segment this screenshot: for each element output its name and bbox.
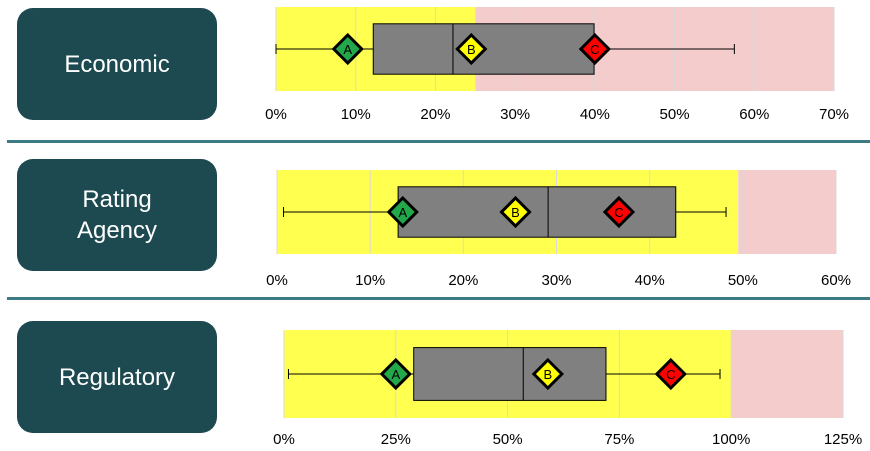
x-tick-label: 30% xyxy=(541,272,571,289)
x-tick-label: 60% xyxy=(739,106,769,123)
marker-b: B xyxy=(455,32,488,66)
x-tick-label: 50% xyxy=(728,272,758,289)
marker-diamond xyxy=(578,32,611,66)
marker-a: A xyxy=(386,195,419,229)
marker-label: B xyxy=(544,367,553,382)
marker-label: B xyxy=(467,42,476,57)
x-tick-label: 0% xyxy=(266,272,288,289)
x-tick-label: 125% xyxy=(824,431,862,448)
exceed-zone xyxy=(731,330,843,418)
x-tick-label: 75% xyxy=(604,431,634,448)
box-plot-chart: 0% 25% 50% 75% 100% 125% A B C xyxy=(273,330,862,448)
x-tick-label: 70% xyxy=(819,106,849,123)
marker-b: B xyxy=(531,357,564,391)
marker-diamond xyxy=(531,357,564,391)
interquartile-box xyxy=(413,347,607,401)
x-tick-label: 25% xyxy=(381,431,411,448)
panel-economic: Economic 0% 10% 20% 30% 40% 50% 60% 70% A B C xyxy=(0,0,870,145)
x-tick-label: 40% xyxy=(635,272,665,289)
marker-diamond xyxy=(331,32,364,66)
marker-a: A xyxy=(379,357,412,391)
x-tick-label: 10% xyxy=(355,272,385,289)
marker-c: C xyxy=(654,357,687,391)
x-tick-label: 0% xyxy=(273,431,295,448)
marker-diamond xyxy=(602,195,636,229)
panel-rating-agency: Rating Agency 0% 10% 20% 30% 40% 50% 60% A B C xyxy=(0,145,870,297)
marker-label: C xyxy=(666,367,675,382)
x-tick-label: 60% xyxy=(821,272,851,289)
panel-regulatory: Regulatory 0% 25% 50% 75% 100% 125% A B C xyxy=(0,300,870,451)
marker-label: B xyxy=(511,205,520,220)
x-tick-label: 0% xyxy=(265,106,287,123)
section-divider xyxy=(7,297,870,300)
x-tick-label: 20% xyxy=(448,272,478,289)
x-tick-label: 20% xyxy=(420,106,450,123)
exceed-zone xyxy=(738,170,836,254)
marker-label: A xyxy=(398,205,407,220)
marker-label: A xyxy=(391,367,400,382)
category-label-box: Economic xyxy=(17,8,217,120)
marker-a: A xyxy=(331,32,364,66)
x-tick-label: 50% xyxy=(660,106,690,123)
marker-c: C xyxy=(602,195,636,229)
marker-diamond xyxy=(455,32,488,66)
x-tick-label: 50% xyxy=(493,431,523,448)
section-divider xyxy=(7,140,870,143)
x-tick-label: 100% xyxy=(712,431,750,448)
marker-label: C xyxy=(590,42,599,57)
category-label: Economic xyxy=(64,50,170,78)
category-label: Rating Agency xyxy=(76,186,158,244)
marker-label: A xyxy=(343,42,352,57)
x-tick-label: 40% xyxy=(580,106,610,123)
marker-diamond xyxy=(379,357,412,391)
category-label-box: Rating Agency xyxy=(17,159,217,271)
category-label-box: Regulatory xyxy=(17,321,217,433)
marker-diamond xyxy=(499,195,532,229)
marker-label: C xyxy=(614,205,623,220)
box-plot-chart: 0% 10% 20% 30% 40% 50% 60% A B C xyxy=(266,170,851,289)
category-label: Regulatory xyxy=(58,363,176,391)
x-tick-label: 10% xyxy=(341,106,371,123)
box-plot-chart: 0% 10% 20% 30% 40% 50% 60% 70% A B C xyxy=(265,7,849,123)
marker-diamond xyxy=(386,195,419,229)
marker-b: B xyxy=(499,195,532,229)
marker-diamond xyxy=(654,357,687,391)
x-tick-label: 30% xyxy=(500,106,530,123)
marker-c: C xyxy=(578,32,611,66)
